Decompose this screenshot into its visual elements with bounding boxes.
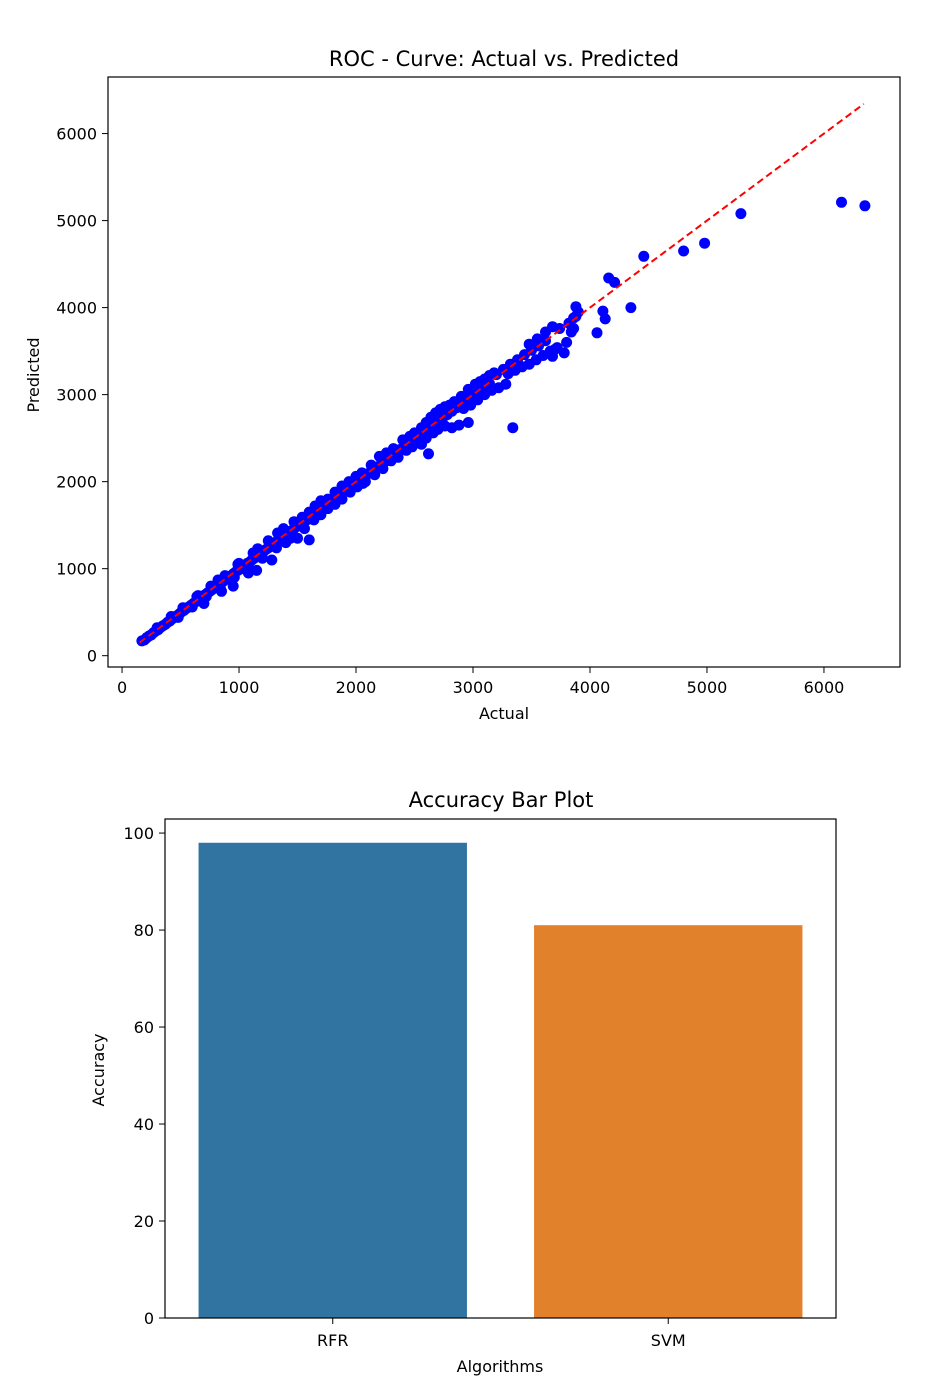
scatter-point xyxy=(369,469,381,481)
category-label: RFR xyxy=(317,1331,348,1350)
scatter-point xyxy=(251,564,263,576)
bar-plot-area: RFR SVM 0 20 40 60 80 100 xyxy=(123,818,837,1350)
scatter-chart-title: ROC - Curve: Actual vs. Predicted xyxy=(329,47,679,71)
scatter-point xyxy=(336,493,348,505)
scatter-point xyxy=(500,378,512,390)
scatter-point xyxy=(256,552,268,564)
y-tick-label: 0 xyxy=(144,1309,154,1328)
scatter-point xyxy=(678,245,690,257)
y-tick-label: 6000 xyxy=(56,125,97,144)
scatter-point xyxy=(359,476,371,488)
reference-line xyxy=(138,103,865,644)
scatter-point xyxy=(280,537,292,549)
y-tick-label: 0 xyxy=(87,647,97,666)
scatter-point xyxy=(572,306,584,318)
scatter-point xyxy=(455,390,467,402)
scatter-point xyxy=(288,516,300,528)
scatter-y-axis-label: Predicted xyxy=(24,337,43,412)
y-tick-label: 3000 xyxy=(56,386,97,405)
scatter-point xyxy=(859,200,871,212)
scatter-x-axis-label: Actual xyxy=(479,704,529,723)
scatter-point xyxy=(507,422,519,434)
scatter-point xyxy=(699,237,711,249)
scatter-point xyxy=(735,208,747,220)
scatter-point xyxy=(227,580,239,592)
scatter-point xyxy=(599,313,611,325)
scatter-point xyxy=(252,543,264,555)
y-tick-label: 4000 xyxy=(56,299,97,318)
scatter-point xyxy=(365,459,377,471)
x-tick-label: 4000 xyxy=(570,678,611,697)
x-tick-label: 3000 xyxy=(453,678,494,697)
bar-y-axis-label: Accuracy xyxy=(89,1033,108,1106)
y-tick-label: 60 xyxy=(134,1018,154,1037)
scatter-plot-area: 0 1000 2000 3000 4000 5000 6000 0 1000 2000 3000 40… xyxy=(56,76,901,697)
bar-rfr xyxy=(198,842,467,1318)
x-tick-label: 6000 xyxy=(804,678,845,697)
scatter-point xyxy=(625,302,637,314)
y-tick-label: 5000 xyxy=(56,212,97,231)
scatter-point xyxy=(177,602,189,614)
x-tick-label: 5000 xyxy=(687,678,728,697)
scatter-point xyxy=(262,535,274,547)
scatter-point xyxy=(287,530,299,542)
y-tick-label: 40 xyxy=(134,1115,154,1134)
scatter-chart: ROC - Curve: Actual vs. Predicted 0 1000 2… xyxy=(24,47,901,723)
scatter-point xyxy=(423,448,434,460)
scatter-point xyxy=(547,350,558,362)
y-tick-label: 1000 xyxy=(56,560,97,579)
scatter-point xyxy=(271,542,282,554)
scatter-point xyxy=(272,527,284,539)
scatter-point xyxy=(638,250,650,262)
scatter-point xyxy=(192,590,204,602)
scatter-point xyxy=(186,601,198,613)
scatter-point xyxy=(591,327,603,339)
scatter-point xyxy=(172,611,184,623)
scatter-point xyxy=(836,196,847,208)
scatter-point xyxy=(216,585,227,597)
category-label: SVM xyxy=(651,1331,686,1350)
scatter-point xyxy=(551,342,563,354)
x-tick-label: 2000 xyxy=(336,678,377,697)
scatter-point xyxy=(198,598,210,609)
y-tick-label: 80 xyxy=(134,921,154,940)
bar-chart: Accuracy Bar Plot RFR SVM 0 20 40 60 80 100 Alg… xyxy=(89,788,837,1376)
scatter-frame xyxy=(107,76,901,668)
scatter-point xyxy=(568,323,580,334)
scatter-point xyxy=(609,276,621,288)
scatter-point xyxy=(531,333,543,345)
scatter-point xyxy=(299,523,310,535)
x-tick-label: 0 xyxy=(117,678,127,697)
y-tick-label: 20 xyxy=(134,1212,154,1231)
scatter-point xyxy=(303,534,315,546)
x-tick-label: 1000 xyxy=(219,678,260,697)
y-tick-label: 2000 xyxy=(56,473,97,492)
scatter-point xyxy=(453,419,465,431)
scatter-point xyxy=(232,558,244,570)
scatter-point xyxy=(523,338,535,350)
bar-chart-title: Accuracy Bar Plot xyxy=(409,788,594,812)
bar-frame xyxy=(164,818,837,1319)
scatter-point xyxy=(151,622,163,634)
bar-svm xyxy=(534,925,803,1318)
bar-x-axis-label: Algorithms xyxy=(457,1357,544,1376)
scatter-point xyxy=(266,554,278,566)
y-tick-label: 100 xyxy=(123,824,154,843)
scatter-point xyxy=(462,417,474,428)
scatter-point xyxy=(561,336,573,348)
scatter-point xyxy=(212,574,224,586)
scatter-point xyxy=(377,463,389,475)
